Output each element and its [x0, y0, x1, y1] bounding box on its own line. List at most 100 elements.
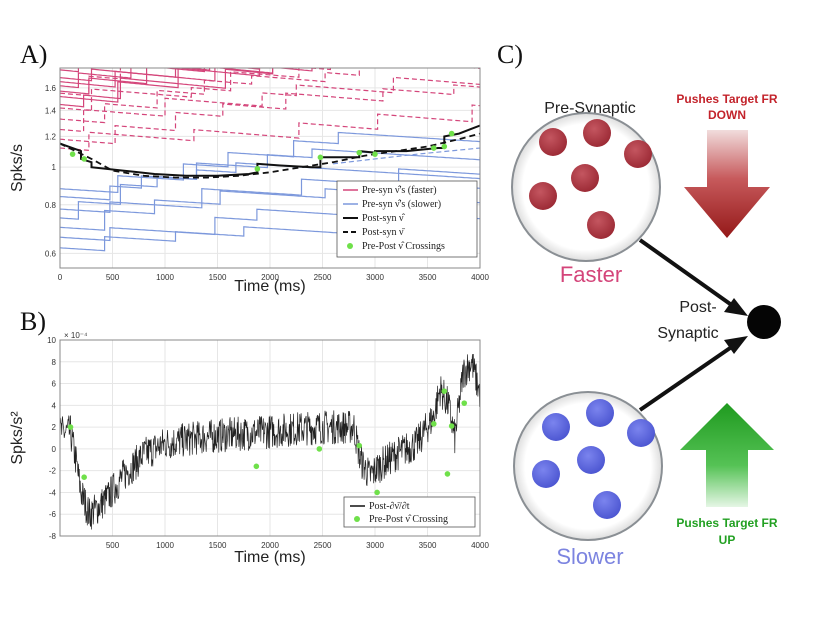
- faster-presyn-line: [60, 68, 313, 103]
- chart-a-crossings: [69, 130, 455, 172]
- chart-b-xtick-label: 3000: [366, 541, 384, 550]
- faster-neuron: [587, 211, 615, 239]
- chart-b-ytick-label: -8: [49, 532, 57, 541]
- chart-b-xtick-label: 1000: [156, 541, 174, 550]
- chart-b-crossing-point: [448, 423, 455, 429]
- chart-b-exponent: × 10⁻⁴: [64, 331, 88, 340]
- panel-a-label: A): [20, 40, 47, 69]
- chart-a-xtick-label: 3000: [366, 273, 384, 282]
- chart-b-crossing-point: [316, 446, 323, 452]
- slower-neuron: [542, 413, 570, 441]
- slower-neuron: [593, 491, 621, 519]
- legend-a-post-bar-text: Post-syn ν̄: [362, 227, 405, 238]
- chart-b-xtick-label: 4000: [471, 541, 489, 550]
- chart-a: 0 500 1000 1500 2000 2500 3000 3500 4000 0.6 0.8 1 1…: [9, 67, 490, 295]
- pushes-down-arrow: [684, 130, 770, 238]
- chart-a-ylabel: Spks/s: [9, 144, 26, 192]
- slower-neuron: [627, 419, 655, 447]
- chart-b-crossing-point: [67, 424, 74, 430]
- chart-b-crossing-point: [431, 421, 437, 427]
- faster-label: Faster: [560, 262, 622, 287]
- slower-to-post-arrow-shaft: [638, 344, 735, 412]
- chart-a-crossing-point: [356, 149, 363, 156]
- chart-b-crossing-point: [253, 463, 260, 470]
- chart-b-xtick-label: 1500: [209, 541, 227, 550]
- faster-presyn-dashed-line: [60, 104, 480, 152]
- chart-b-ytick-label: -4: [49, 488, 57, 497]
- legend-a-post-hat-text: Post-syn ν̂: [362, 213, 405, 224]
- faster-presyn-dashed-line: [60, 84, 480, 145]
- chart-b-ytick-label: 8: [52, 358, 57, 367]
- faster-presyn-line: [60, 68, 211, 95]
- chart-a-xtick-label: 1500: [209, 273, 227, 282]
- chart-b-crossing-point: [461, 400, 468, 406]
- slower-label: Slower: [556, 544, 623, 569]
- chart-b-ytick-label: 2: [52, 423, 57, 432]
- chart-b-xtick-label: 500: [106, 541, 120, 550]
- faster-presyn-line: [60, 68, 274, 108]
- faster-to-post-arrowhead: [724, 298, 748, 316]
- legend-b-series-text: Post-∂ν̄/∂t: [369, 501, 410, 512]
- chart-b-ylabel: Spks/s²: [9, 411, 26, 465]
- chart-a-ytick-label: 1: [52, 163, 57, 172]
- chart-b-series: [60, 353, 480, 530]
- chart-b-crossing-point: [444, 471, 451, 477]
- chart-b-ytick-label: 10: [47, 336, 56, 345]
- faster-to-post-arrow-shaft: [638, 238, 735, 308]
- legend-a-crossing-marker: [347, 243, 353, 249]
- chart-a-legend: Pre-syn ν̂'s (faster) Pre-syn ν̂'s (slow…: [336, 180, 478, 258]
- faster-neuron: [583, 119, 611, 147]
- chart-b-ticks: 500 1000 1500 2000 2500 3000 3500 4000 -8 -6 -4 -2 0…: [47, 336, 489, 550]
- pushes-down-label-line1: Pushes Target FR: [676, 92, 777, 106]
- chart-a-crossing-point: [317, 154, 324, 161]
- faster-presyn-line: [60, 68, 205, 89]
- chart-a-xtick-label: 0: [58, 273, 63, 282]
- chart-a-ticks: 0 500 1000 1500 2000 2500 3000 3500 4000 0.6 0.8 1 1…: [45, 84, 490, 282]
- chart-a-xlabel: Time (ms): [234, 278, 305, 295]
- post-synaptic-label-line2: Synaptic: [657, 325, 718, 342]
- chart-a-xtick-label: 500: [106, 273, 120, 282]
- slower-presyn-line: [60, 157, 480, 213]
- diagram-c: Pre-Synaptic Faster Slower Post- Synapti…: [511, 92, 781, 569]
- chart-b-ytick-label: -6: [49, 510, 57, 519]
- faster-neuron: [624, 140, 652, 168]
- pushes-up-arrow: [680, 403, 774, 507]
- legend-a-crossing-text: Pre-Post ν̂ Crossings: [362, 241, 445, 252]
- chart-b-legend-box: [343, 496, 476, 528]
- pushes-up-label-line2: UP: [719, 533, 736, 547]
- post-synaptic-neuron: [747, 305, 781, 339]
- slower-neuron: [577, 446, 605, 474]
- chart-b-crossing-point: [374, 489, 380, 496]
- chart-b-xtick-label: 2000: [261, 541, 279, 550]
- faster-presyn-dashed-line: [60, 76, 480, 133]
- post-synaptic-label-line1: Post-: [679, 299, 716, 316]
- chart-a-legend-box: [336, 180, 478, 258]
- pushes-up-label-line1: Pushes Target FR: [676, 516, 777, 530]
- faster-presyn-line: [60, 68, 80, 73]
- faster-neuron: [529, 182, 557, 210]
- chart-a-ytick-label: 0.8: [45, 201, 57, 210]
- slower-presyn-dashed-line: [332, 147, 480, 165]
- legend-b-crossing-text: Pre-Post ν̂ Crossing: [369, 514, 448, 525]
- panel-c-label: C): [497, 40, 523, 69]
- chart-b-ytick-label: 6: [52, 380, 57, 389]
- chart-b-ytick-label: -2: [49, 467, 57, 476]
- chart-b-crossing-point: [81, 474, 87, 481]
- chart-b-crossing-point: [441, 388, 448, 394]
- chart-b-ytick-label: 0: [52, 445, 57, 454]
- chart-a-xtick-label: 2500: [314, 273, 332, 282]
- legend-a-slower-text: Pre-syn ν̂'s (slower): [362, 199, 441, 210]
- chart-a-crossing-point: [81, 156, 87, 162]
- chart-a-crossing-point: [254, 166, 261, 172]
- faster-neuron: [571, 164, 599, 192]
- faster-presyn-dashed-line: [60, 68, 331, 112]
- slower-neuron: [532, 460, 560, 488]
- slower-to-post-arrowhead: [724, 336, 748, 354]
- faster-neuron: [539, 128, 567, 156]
- chart-b-legend: Post-∂ν̄/∂t Pre-Post ν̂ Crossing: [343, 496, 476, 528]
- chart-b: 500 1000 1500 2000 2500 3000 3500 4000 -8 -6 -4 -2 0…: [9, 331, 489, 566]
- panel-b-label: B): [20, 307, 46, 336]
- chart-a-crossing-point: [448, 130, 455, 137]
- faster-presyn-dashed-line: [60, 68, 480, 124]
